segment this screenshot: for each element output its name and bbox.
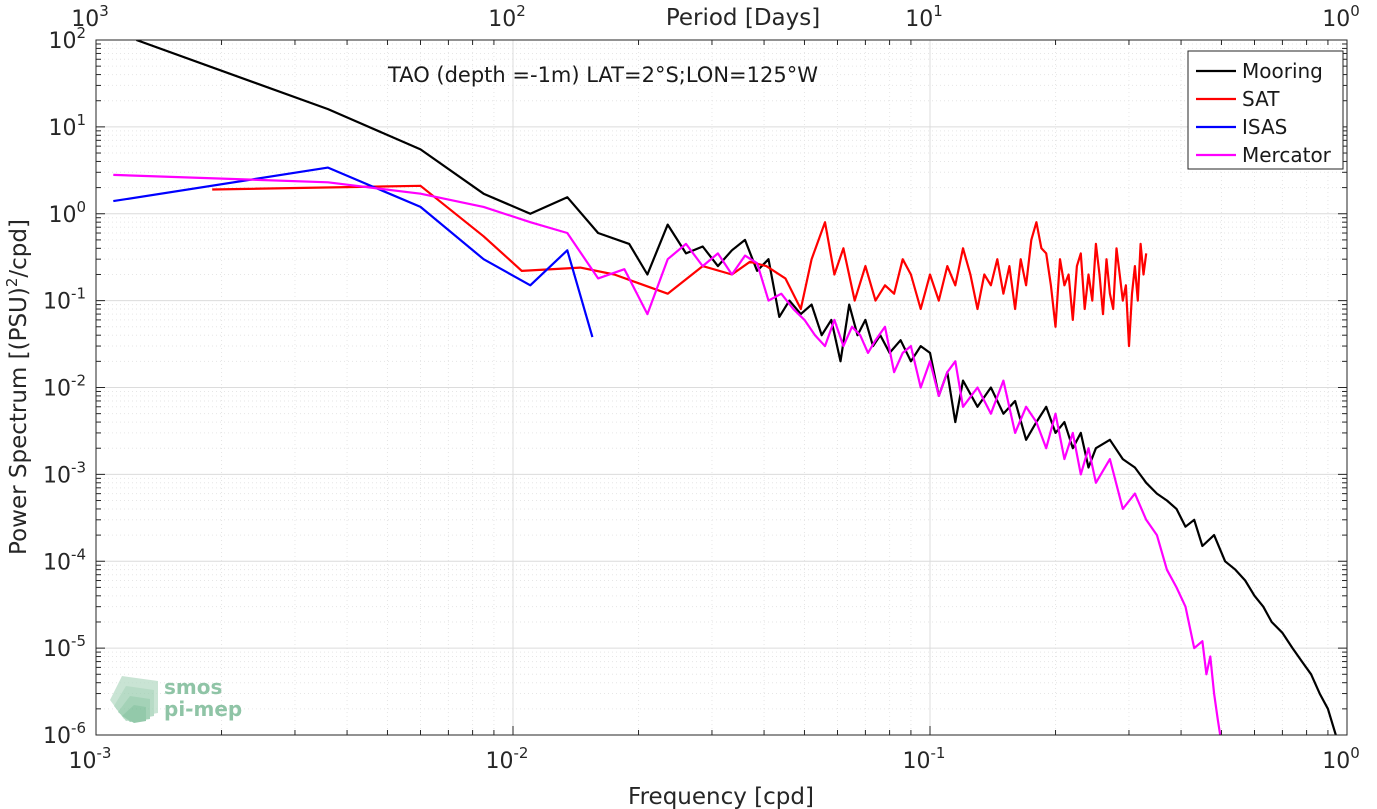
x-axis-title: Frequency [cpd] [628, 784, 814, 809]
top-tick-label-exponent: 2 [516, 2, 526, 20]
y-axis-title: Power Spectrum [(PSU)2/cpd] [3, 219, 32, 555]
series-line-mercator [113, 173, 1222, 735]
y-tick-label: 10-4 [43, 545, 86, 575]
y-tick-label-base: 10 [43, 290, 71, 315]
legend-label-mercator: Mercator [1242, 143, 1332, 167]
plot-area [113, 40, 1337, 735]
top-tick-label-base: 10 [71, 7, 99, 32]
y-tick-label-exponent: 0 [76, 198, 86, 216]
top-tick-label: 101 [905, 2, 943, 32]
y-tick-label-exponent: -6 [71, 719, 86, 737]
tick-marks [95, 39, 1348, 736]
legend-label-sat: SAT [1242, 87, 1280, 111]
x-tick-label-exponent: -2 [514, 744, 529, 762]
top-tick-label-base: 10 [1322, 7, 1350, 32]
x-tick-label: 10-2 [486, 744, 529, 774]
x-tick-label-exponent: 0 [1350, 744, 1360, 762]
x-tick-label-base: 10 [486, 749, 514, 774]
y-axis-title-main: Power Spectrum [(PSU) [6, 287, 32, 555]
x-tick-label-base: 10 [69, 749, 97, 774]
y-tick-label: 102 [48, 24, 86, 54]
y-tick-label-exponent: -2 [71, 372, 86, 390]
x-tick-label-exponent: -3 [97, 744, 112, 762]
y-tick-label-exponent: 1 [76, 111, 86, 129]
top-tick-label-base: 10 [488, 7, 516, 32]
top-tick-label: 103 [71, 2, 109, 32]
y-tick-label-base: 10 [43, 377, 71, 402]
x-tick-label: 10-1 [903, 744, 946, 774]
y-tick-label: 10-2 [43, 372, 86, 402]
top-tick-label: 102 [488, 2, 526, 32]
y-tick-label-exponent: 2 [76, 24, 86, 42]
y-axis-title-sup: 2 [3, 278, 21, 288]
legend-label-mooring: Mooring [1242, 59, 1323, 83]
chart-annotation: TAO (depth =-1m) LAT=2°S;LON=125°W [387, 63, 818, 87]
y-tick-label: 10-5 [43, 632, 86, 662]
y-tick-label: 10-1 [43, 285, 86, 315]
y-tick-label-exponent: -1 [71, 285, 86, 303]
y-tick-label: 100 [48, 198, 86, 228]
smos-logo-icon [110, 676, 158, 723]
y-tick-label-base: 10 [48, 203, 76, 228]
y-tick-label-base: 10 [43, 637, 71, 662]
top-tick-label-exponent: 1 [933, 2, 943, 20]
x-tick-label-base: 10 [903, 749, 931, 774]
y-tick-label-base: 10 [48, 29, 76, 54]
y-axis-title-tail: /cpd] [6, 219, 32, 278]
x-tick-label: 10-3 [69, 744, 112, 774]
top-tick-label-exponent: 0 [1350, 2, 1360, 20]
top-tick-label-exponent: 3 [99, 2, 109, 20]
legend-label-isas: ISAS [1242, 115, 1287, 139]
x-tick-labels: 10-3 10-2 10-1 100 [69, 744, 1360, 774]
legend: Mooring SAT ISAS Mercator [1187, 50, 1344, 170]
y-tick-label-exponent: -3 [71, 458, 86, 476]
series-line-sat [212, 184, 1148, 348]
y-tick-label-base: 10 [43, 463, 71, 488]
logo-text-pi-mep: pi-mep [164, 697, 242, 721]
y-tick-label: 101 [48, 111, 86, 141]
x-tick-label-exponent: -1 [931, 744, 946, 762]
series-line-isas [113, 166, 594, 338]
smos-pi-mep-logo: smos pi-mep [110, 675, 242, 723]
top-tick-label-base: 10 [905, 7, 933, 32]
top-tick-labels: 103 102 101 100 [71, 2, 1360, 32]
y-tick-label-exponent: -4 [71, 545, 86, 563]
y-tick-label: 10-6 [43, 719, 86, 749]
y-tick-label-exponent: -5 [71, 632, 86, 650]
y-tick-label-base: 10 [43, 550, 71, 575]
x-tick-label: 100 [1322, 744, 1360, 774]
series-layer [113, 40, 1337, 735]
y-tick-label-base: 10 [43, 724, 71, 749]
x-tick-label-base: 10 [1322, 749, 1350, 774]
y-tick-label-base: 10 [48, 116, 76, 141]
logo-text-smos: smos [164, 675, 222, 699]
y-tick-label: 10-3 [43, 458, 86, 488]
top-axis-title: Period [Days] [666, 5, 820, 31]
top-tick-label: 100 [1322, 2, 1360, 32]
